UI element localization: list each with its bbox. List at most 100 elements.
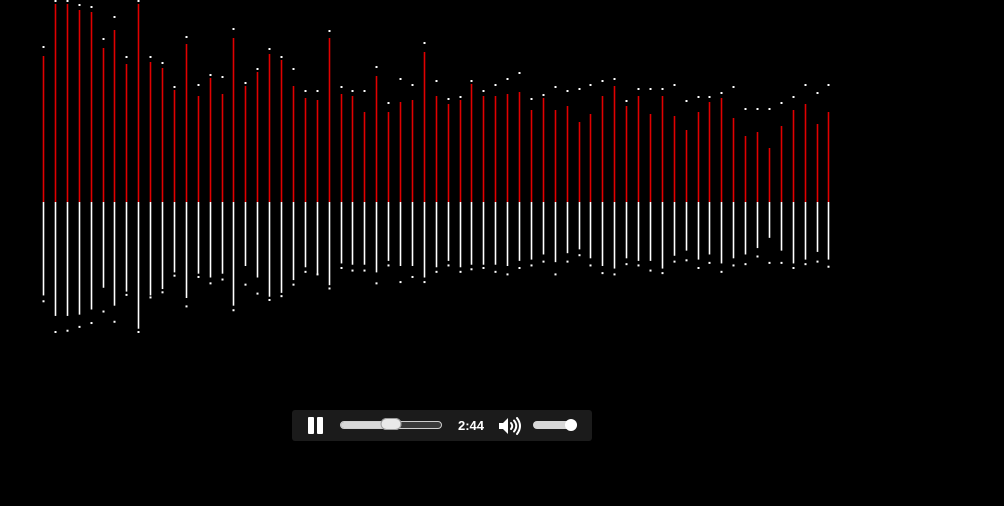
- spectrum-peak-bottom: [625, 263, 628, 266]
- spectrum-peak-bottom: [102, 310, 105, 313]
- spectrum-peak-bottom: [54, 331, 57, 333]
- spectrum-peak-top: [625, 100, 628, 102]
- spectrum-peak-top: [482, 90, 485, 92]
- spectrum-peak-top: [613, 78, 616, 80]
- seek-progress-fill: [341, 422, 391, 428]
- spectrum-peak-top: [125, 56, 128, 58]
- spectrum-peak-top: [518, 72, 521, 74]
- spectrum-peak-bottom: [256, 292, 259, 295]
- spectrum-peak-bottom: [792, 267, 795, 269]
- spectrum-peak-bottom: [649, 269, 652, 272]
- spectrum-peak-top: [756, 108, 759, 110]
- spectrum-peak-top: [601, 80, 604, 82]
- spectrum-peak-bottom: [42, 300, 45, 303]
- spectrum-peak-bottom: [316, 273, 319, 276]
- spectrum-peak-bottom: [685, 259, 688, 262]
- spectrum-peak-bottom: [209, 282, 212, 285]
- spectrum-peak-top: [363, 90, 366, 92]
- spectrum-peak-bottom: [494, 270, 497, 273]
- spectrum-peak-bottom: [232, 309, 235, 312]
- spectrum-peak-bottom: [768, 261, 771, 264]
- spectrum-peak-bottom: [470, 268, 473, 271]
- spectrum-peak-top: [149, 56, 152, 58]
- spectrum-peak-bottom: [292, 283, 295, 286]
- spectrum-peak-top: [292, 68, 295, 70]
- spectrum-peak-top: [459, 96, 462, 98]
- pause-icon-left-bar: [308, 417, 314, 434]
- spectrum-peak-bottom: [375, 282, 378, 285]
- spectrum-peak-top: [399, 78, 402, 80]
- spectrum-peak-bottom: [328, 287, 331, 290]
- spectrum-peak-top: [637, 88, 640, 90]
- spectrum-peak-bottom: [185, 305, 188, 308]
- spectrum-peak-top: [566, 90, 569, 92]
- audio-player-controls: 2:44: [292, 410, 592, 441]
- spectrum-peak-top: [102, 38, 105, 40]
- spectrum-peak-top: [423, 42, 426, 44]
- spectrum-peak-top: [304, 90, 307, 92]
- spectrum-peak-bottom: [244, 283, 247, 286]
- spectrum-peak-top: [280, 56, 283, 58]
- spectrum-peak-top: [244, 82, 247, 84]
- spectrum-peak-top: [113, 16, 116, 18]
- spectrum-peak-bottom: [221, 278, 224, 281]
- spectrum-peak-bottom: [197, 275, 200, 278]
- spectrum-peak-bottom: [601, 272, 604, 275]
- spectrum-peak-top: [554, 86, 557, 88]
- spectrum-peak-top: [649, 88, 652, 90]
- spectrum-peak-bottom: [482, 267, 485, 269]
- spectrum-peak-bottom: [542, 260, 545, 263]
- spectrum-peak-top: [494, 84, 497, 86]
- spectrum-peak-bottom: [137, 331, 140, 333]
- spectrum-peak-top: [137, 0, 140, 2]
- spectrum-peak-bottom: [780, 261, 783, 264]
- spectrum-peak-bottom: [125, 293, 128, 296]
- spectrum-peak-bottom: [673, 260, 676, 263]
- spectrum-peak-top: [530, 98, 533, 100]
- spectrum-peak-bottom: [399, 281, 402, 284]
- spectrum-peak-top: [708, 96, 711, 98]
- spectrum-peak-top: [197, 84, 200, 86]
- spectrum-peak-top: [328, 30, 331, 32]
- spectrum-peak-top: [173, 86, 176, 88]
- spectrum-peak-top: [744, 108, 747, 110]
- spectrum-peak-top: [827, 84, 830, 86]
- spectrum-peak-top: [673, 84, 676, 86]
- spectrum-peak-bottom: [804, 263, 807, 266]
- spectrum-peak-bottom: [816, 260, 819, 263]
- spectrum-peak-top: [411, 84, 414, 86]
- spectrum-peak-bottom: [578, 254, 581, 257]
- spectrum-peak-bottom: [363, 269, 366, 272]
- spectrum-peak-bottom: [506, 273, 509, 276]
- spectrum-peak-bottom: [518, 267, 521, 269]
- volume-slider[interactable]: [533, 419, 577, 431]
- spectrum-peak-bottom: [637, 264, 640, 267]
- spectrum-peak-bottom: [732, 264, 735, 267]
- volume-icon[interactable]: [497, 415, 523, 437]
- spectrum-peak-top: [340, 86, 343, 88]
- spectrum-peak-top: [66, 0, 69, 2]
- spectrum-peak-bottom: [280, 295, 283, 298]
- volume-thumb[interactable]: [565, 419, 577, 431]
- spectrum-peak-top: [720, 92, 723, 94]
- spectrum-peak-top: [90, 6, 93, 8]
- pause-button[interactable]: [306, 417, 326, 435]
- pause-icon-right-bar: [317, 417, 323, 434]
- spectrum-peak-top: [768, 108, 771, 110]
- spectrum-peak-top: [447, 98, 450, 100]
- spectrum-peak-top: [375, 66, 378, 68]
- seek-slider[interactable]: [340, 418, 442, 430]
- spectrum-peak-bottom: [78, 325, 81, 328]
- spectrum-peak-bottom: [744, 263, 747, 266]
- spectrum-peak-bottom: [423, 281, 426, 284]
- spectrum-peak-top: [792, 96, 795, 98]
- spectrum-peak-bottom: [530, 264, 533, 267]
- spectrum-peak-bottom: [720, 270, 723, 273]
- spectrum-peak-top: [578, 88, 581, 90]
- spectrum-peak-bottom: [268, 299, 271, 301]
- spectrum-peak-top: [316, 90, 319, 92]
- spectrum-peak-top: [268, 48, 271, 50]
- spectrum-peak-bottom: [661, 272, 664, 275]
- seek-thumb[interactable]: [380, 418, 402, 430]
